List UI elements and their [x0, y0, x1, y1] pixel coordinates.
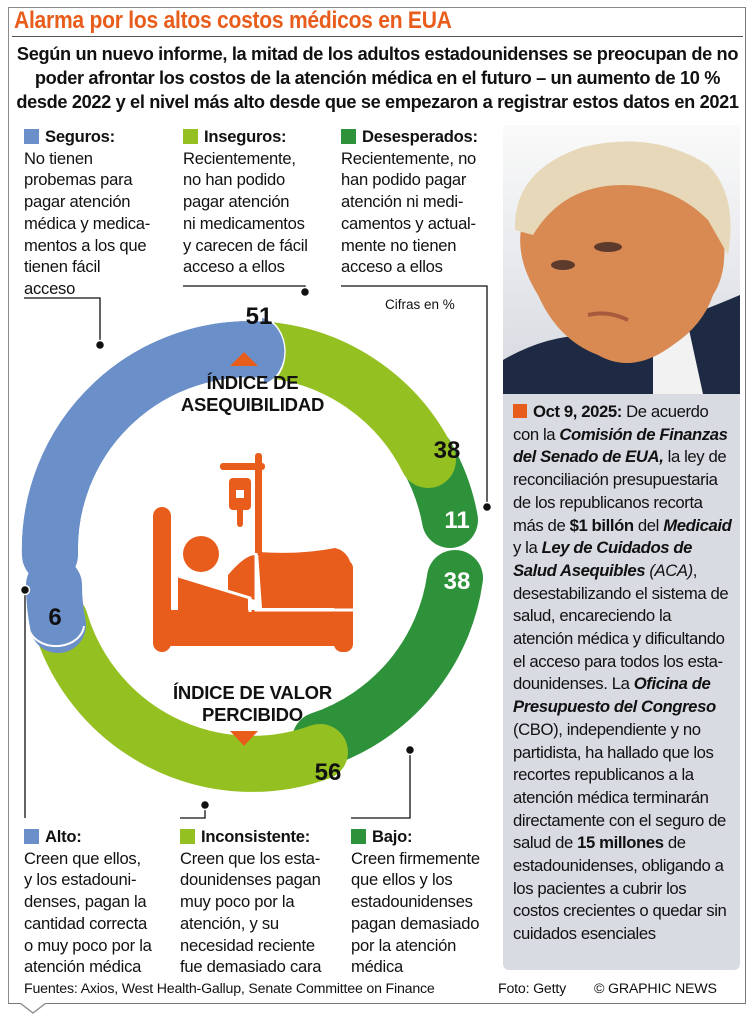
legend-inseguros: Inseguros: Recientemente, no han podido …: [183, 126, 343, 278]
swatch-dark-green: [351, 829, 366, 845]
legend-label: Desesperados:: [362, 127, 478, 146]
swatch-blue: [24, 829, 39, 845]
sources: Fuentes: Axios, West Health-Gallup, Sena…: [24, 981, 435, 997]
news-callout: Oct 9, 2025: De acuerdo con la Comisión …: [503, 394, 740, 970]
value-seguros: 51: [246, 303, 273, 330]
legend-text: No tienen probemas para pagar atención m…: [24, 148, 151, 298]
affordability-index-label: ÍNDICE DE ASEQUIBILIDAD: [150, 372, 355, 416]
callout-emphasis: $1 billón: [569, 515, 634, 535]
arrow-down-icon: [230, 731, 258, 746]
legend-label: Seguros:: [45, 127, 115, 146]
legend-text: Recientemente, no han podido pagar atenc…: [341, 148, 477, 277]
callout-text: del: [633, 515, 664, 535]
legend-label: Alto:: [45, 827, 82, 846]
value-labels: 51 38 11 6 56 38: [48, 303, 470, 786]
perceived-value-index-label: ÍNDICE DE VALOR PERCIBIDO: [150, 682, 355, 726]
callout-date: Oct 9, 2025:: [533, 402, 622, 421]
legend-desesperados: Desesperados: Recientemente, no han podi…: [341, 126, 501, 278]
callout-text: y la: [513, 538, 542, 558]
subtitle: Según un nuevo informe, la mitad de los …: [16, 44, 739, 112]
portrait-illustration: [503, 141, 740, 394]
arc-inseguros: [240, 322, 456, 488]
value-inconsistente: 56: [315, 759, 342, 786]
legend-text: Creen firmemente que ellos y los estadou…: [351, 848, 480, 977]
arc-bajo: [292, 550, 483, 768]
photo-credit: Foto: Getty: [498, 981, 566, 997]
copyright: © GRAPHIC NEWS: [594, 981, 717, 997]
portrait-photo: [503, 125, 740, 394]
callout-emphasis: Medicaid: [663, 515, 732, 535]
callout-emphasis: Comisión de Finanzas del Senado de EUA,: [513, 424, 728, 467]
arc-inconsistente: [32, 592, 348, 792]
callout-emphasis: 15 millones: [577, 833, 664, 853]
swatch-light-green: [183, 129, 198, 145]
arc-alto: [25, 557, 86, 653]
callout-text: De acuerdo con la: [513, 402, 709, 444]
legend-label: Inconsistente:: [201, 827, 310, 846]
callout-text: , desestabilizando el sistema de salud, …: [513, 560, 729, 694]
legend-seguros: Seguros: No tienen probemas para pagar a…: [24, 126, 179, 300]
label-line: PERCIBIDO: [202, 704, 303, 725]
callout-emphasis: Ley de Cuidados de Salud Asequibles: [513, 538, 693, 580]
callout-text: la ley de reconciliación presupuestaria …: [513, 447, 727, 535]
legend-text: Creen que los esta- dounidenses pagan mu…: [180, 848, 322, 977]
callout-text: de estadounidenses, obligando a los paci…: [513, 833, 727, 944]
hospital-bed-iv-icon: [153, 453, 353, 652]
callout-text: (ACA): [645, 560, 693, 580]
callout-emphasis: Oficina de Presupuesto del Congreso: [513, 674, 716, 717]
swatch-dark-green: [341, 129, 356, 145]
value-inseguros: 38: [434, 437, 461, 464]
page-title: Alarma por los altos costos médicos en E…: [14, 7, 452, 34]
swatch-light-green: [180, 829, 195, 845]
legend-bajo: Bajo: Creen firmemente que ellos y los e…: [351, 826, 511, 978]
callout-text: (CBO), independiente y no partidista, ha…: [513, 719, 726, 853]
arrow-up-icon: [230, 352, 258, 366]
legend-inconsistente: Inconsistente: Creen que los esta- douni…: [180, 826, 350, 978]
units-note: Cifras en %: [385, 297, 455, 312]
value-bajo: 38: [444, 568, 471, 595]
label-line: ASEQUIBILIDAD: [180, 394, 325, 415]
legend-text: Creen que ellos, y los estadouni- denses…: [24, 848, 152, 977]
legend-label: Inseguros:: [204, 127, 287, 146]
title-divider: [12, 36, 743, 38]
legend-text: Recientemente, no han podido pagar atenc…: [183, 148, 308, 277]
label-line: ÍNDICE DE: [206, 372, 299, 393]
label-line: ÍNDICE DE VALOR: [172, 682, 333, 703]
swatch-blue: [24, 129, 39, 145]
legend-alto: Alto: Creen que ellos, y los estadouni- …: [24, 826, 184, 978]
value-alto: 6: [48, 604, 61, 631]
value-desesperados: 11: [444, 507, 469, 534]
orange-square-icon: [513, 404, 527, 418]
legend-label: Bajo:: [372, 827, 413, 846]
frame-pointer-tail: [20, 1003, 47, 1014]
